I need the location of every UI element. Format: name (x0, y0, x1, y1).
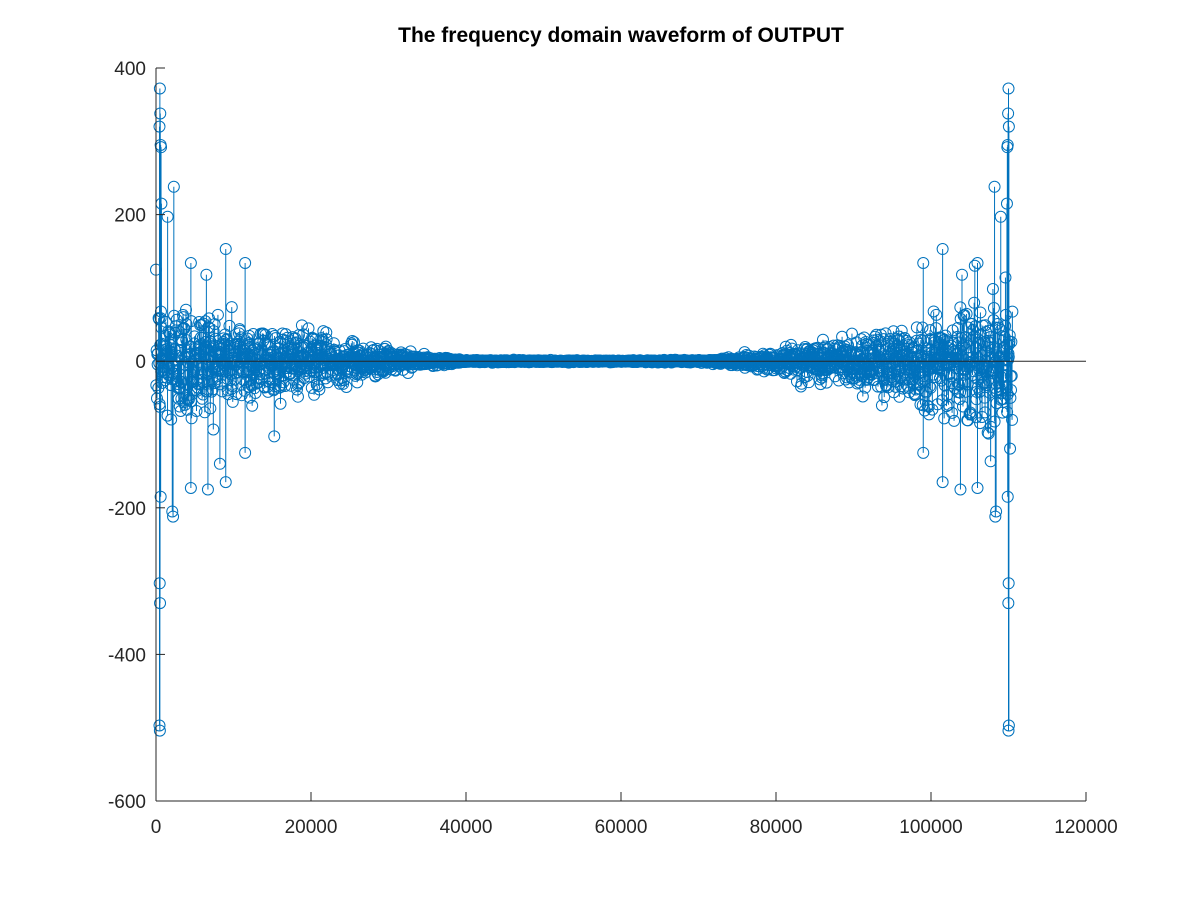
stem-marker (293, 376, 306, 389)
stem-marker (266, 327, 279, 340)
stem-marker (250, 377, 263, 390)
stem-marker (195, 319, 208, 332)
stem-marker (168, 343, 181, 356)
stem-marker (161, 409, 174, 422)
stem-marker (274, 397, 287, 410)
stem-marker (916, 321, 929, 334)
stem-marker (321, 376, 334, 389)
stem-marker (259, 337, 272, 350)
stem-marker (290, 383, 303, 396)
stem-marker (152, 313, 165, 326)
stem-marker (270, 367, 283, 380)
stem-marker (154, 305, 167, 318)
stem-marker (802, 376, 815, 389)
stem-marker (153, 400, 166, 413)
stem-marker (179, 303, 192, 316)
stem-marker (213, 457, 226, 470)
stem-marker (856, 390, 869, 403)
stem-marker (207, 325, 220, 338)
stem-marker (273, 335, 286, 348)
stem-marker (170, 313, 183, 326)
stem-marker (868, 373, 881, 386)
stem-marker (230, 388, 243, 401)
stem-marker (257, 327, 270, 340)
stem-marker (190, 405, 203, 418)
stem-marker (266, 345, 279, 358)
stem-marker (320, 326, 333, 339)
stem-marker (340, 380, 353, 393)
stem-marker (897, 382, 910, 395)
stem-marker (150, 392, 163, 405)
stem-marker (255, 372, 268, 385)
stem-marker (174, 404, 187, 417)
stem-marker (337, 377, 350, 390)
stem-marker (211, 308, 224, 321)
stem-marker (923, 380, 936, 393)
stem-marker (216, 385, 229, 398)
stem-marker (320, 333, 333, 346)
stem-marker (246, 399, 259, 412)
stem-marker (182, 393, 195, 406)
stem-marker (208, 377, 221, 390)
stem-marker (910, 334, 923, 347)
stem-marker (313, 383, 326, 396)
stem-marker (199, 366, 212, 379)
stem-marker (197, 388, 210, 401)
stem-marker (911, 376, 924, 389)
stem-marker (188, 330, 201, 343)
stem-marker (820, 376, 833, 389)
stem-marker (902, 352, 915, 365)
stem-marker (180, 334, 193, 347)
stem-marker (922, 400, 935, 413)
stem-marker (273, 379, 286, 392)
stem-marker (233, 324, 246, 337)
stem-marker (157, 353, 170, 366)
stem-marker (249, 387, 262, 400)
stem-marker (207, 423, 220, 436)
stem-marker (222, 366, 235, 379)
stem-marker (285, 379, 298, 392)
stem-marker (895, 324, 908, 337)
stem-marker (842, 339, 855, 352)
stem-marker (184, 395, 197, 408)
stem-marker (170, 356, 183, 369)
stem-marker (204, 402, 217, 415)
stem-marker (226, 380, 239, 393)
stem-marker (295, 319, 308, 332)
stem-marker (228, 373, 241, 386)
stem-marker (246, 349, 259, 362)
stem-marker (201, 385, 214, 398)
stem-marker (370, 365, 383, 378)
stem-marker (920, 386, 933, 399)
stem-marker (795, 377, 808, 390)
chart-title: The frequency domain waveform of OUTPUT (398, 24, 844, 47)
stem-marker (808, 347, 821, 360)
stem-marker (819, 340, 832, 353)
stem-marker (910, 321, 923, 334)
stem-marker (892, 333, 905, 346)
stem-marker (175, 392, 188, 405)
stem-marker (279, 380, 292, 393)
stem-marker (226, 395, 239, 408)
stem-series (150, 82, 1019, 737)
stem-marker (202, 336, 215, 349)
stem-marker (346, 335, 359, 348)
stem-marker (894, 380, 907, 393)
stem-marker (173, 363, 186, 376)
stem-marker (875, 399, 888, 412)
stem-marker (291, 390, 304, 403)
stem-marker (199, 315, 212, 328)
stem-marker (859, 381, 872, 394)
stem-marker (268, 430, 281, 443)
stem-marker (165, 413, 178, 426)
stem-marker (173, 400, 186, 413)
stem-marker (263, 353, 276, 366)
stem-marker (225, 301, 238, 314)
